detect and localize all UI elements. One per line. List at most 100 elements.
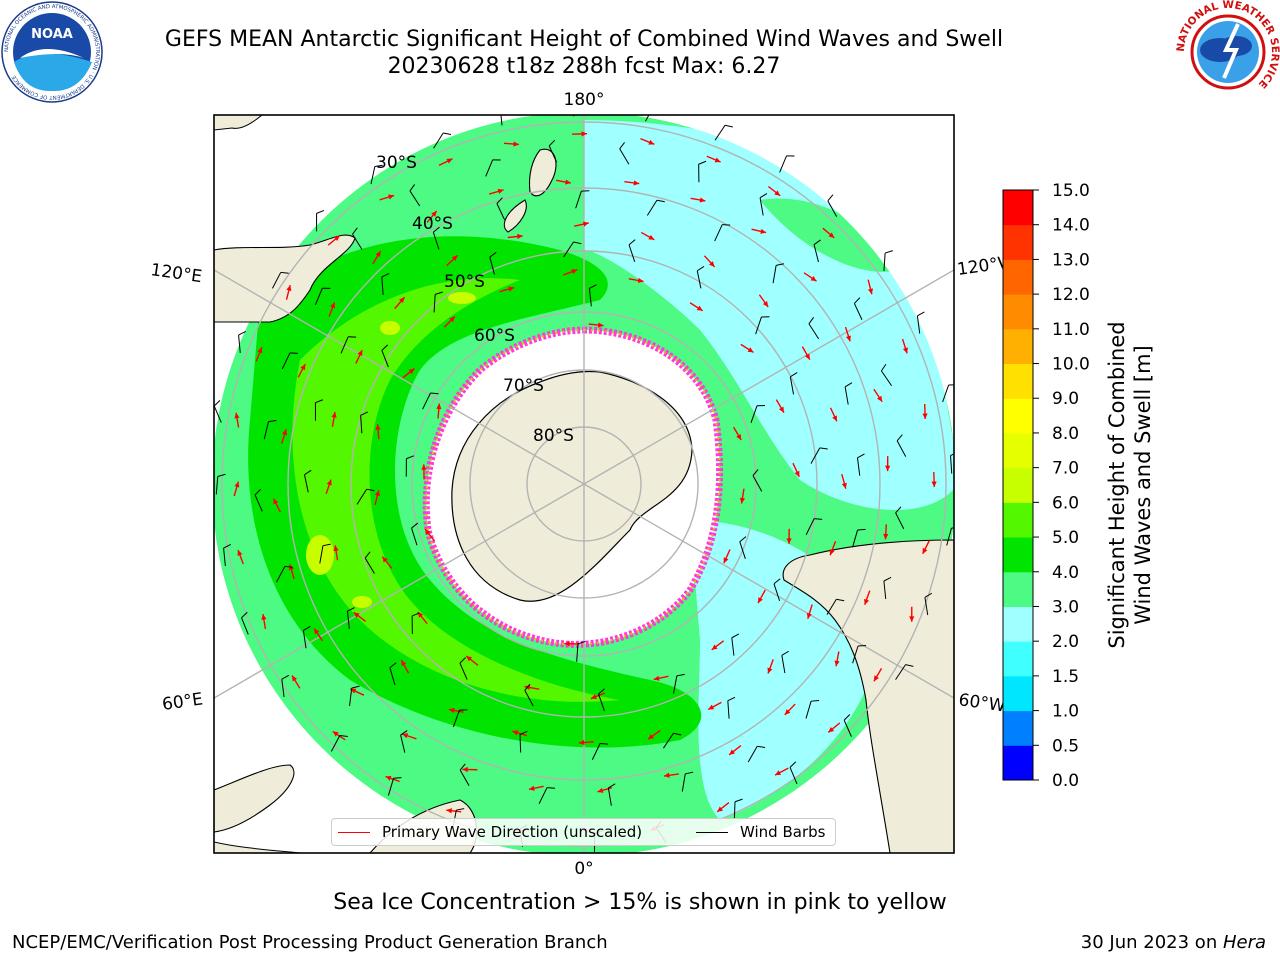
lon-label-0: 0° bbox=[574, 859, 593, 879]
wave-direction-arrowhead bbox=[708, 261, 715, 267]
wave-direction-arrowhead bbox=[314, 628, 320, 635]
wind-barb-feather bbox=[811, 700, 820, 702]
wave-direction-arrowhead bbox=[300, 364, 306, 371]
wave-direction-arrowhead bbox=[648, 139, 655, 145]
wind-barb-feather bbox=[241, 611, 248, 619]
wave-direction-arrowhead bbox=[448, 707, 455, 713]
wave-direction-arrowhead bbox=[237, 549, 243, 556]
wind-barb-shaft bbox=[281, 679, 285, 698]
wave-direction-arrowhead bbox=[648, 734, 654, 740]
wind-barb-shaft bbox=[433, 132, 444, 149]
wind-barb-feather bbox=[304, 469, 312, 476]
wave-direction-arrowhead bbox=[834, 660, 840, 667]
colorbar-tick-label: 13.0 bbox=[1052, 250, 1090, 270]
wave-direction-arrowhead bbox=[806, 612, 812, 619]
wind-barb-shaft bbox=[752, 475, 763, 492]
wind-barb-feather bbox=[619, 142, 625, 150]
wind-barb-shaft bbox=[340, 336, 349, 354]
wave-direction-arrowhead bbox=[375, 424, 381, 430]
wind-barb-feather bbox=[459, 657, 466, 664]
wind-barb-shaft bbox=[714, 224, 723, 242]
map-frame bbox=[213, 114, 955, 854]
wave-direction-arrowhead bbox=[513, 141, 519, 147]
colorbar-band bbox=[1003, 745, 1033, 781]
wind-barb-shaft bbox=[576, 643, 579, 662]
wind-barb-feather bbox=[254, 488, 262, 496]
wind-barb-shaft bbox=[727, 700, 730, 719]
wave-direction-arrowhead bbox=[653, 675, 660, 681]
wind-barb-feather bbox=[752, 469, 759, 476]
wave-direction-arrowhead bbox=[331, 411, 337, 418]
wave-direction-arrowhead bbox=[723, 557, 729, 564]
wave-direction-arrowhead bbox=[760, 228, 767, 234]
wind-barb-shaft bbox=[645, 115, 650, 122]
wave-direction-arrowhead bbox=[385, 775, 392, 781]
wind-barb-feather bbox=[548, 139, 556, 147]
lon-label-60e: 60°E bbox=[161, 689, 204, 714]
wave-direction-arrowhead bbox=[333, 235, 340, 242]
wind-barb-feather bbox=[524, 683, 531, 691]
wind-barb-shaft bbox=[241, 617, 249, 635]
wind-barb-shaft bbox=[223, 548, 226, 567]
wave-direction-arrowhead bbox=[581, 131, 587, 137]
wind-barb-feather bbox=[381, 344, 389, 351]
wave-direction-arrowhead bbox=[633, 180, 640, 186]
wind-barb-shaft bbox=[598, 693, 605, 712]
wind-barb-feather bbox=[905, 664, 914, 667]
wind-barb-shaft bbox=[789, 376, 795, 395]
lat-label-80s: 80°S bbox=[533, 426, 574, 446]
wind-barb-feather bbox=[857, 528, 866, 531]
wind-barb-feather bbox=[857, 453, 865, 459]
wave-direction-arrowhead bbox=[257, 347, 263, 354]
wave-direction-arrowhead bbox=[762, 301, 769, 307]
colorbar-band bbox=[1003, 224, 1033, 260]
colorbar-tick-label: 7.0 bbox=[1052, 459, 1079, 479]
credit-host: Hera bbox=[1222, 932, 1266, 953]
wind-barb-shaft bbox=[942, 384, 950, 403]
wave-direction-arrowhead bbox=[333, 545, 339, 552]
colorbar-tick-label: 9.0 bbox=[1052, 389, 1079, 409]
wind-barb-feather bbox=[217, 473, 226, 477]
wind-barb-shaft bbox=[370, 166, 376, 185]
wind-barb-feather bbox=[389, 662, 397, 668]
wind-barb-feather bbox=[950, 453, 954, 457]
wave-direction-arrowhead bbox=[877, 395, 883, 402]
wind-barb-shaft bbox=[588, 288, 592, 307]
colorbar-tick-label: 1.5 bbox=[1052, 667, 1079, 687]
wind-barb-shaft bbox=[548, 145, 558, 163]
wind-barb-shaft bbox=[432, 232, 440, 250]
wind-barb-feather bbox=[339, 735, 348, 737]
wind-barb-feather bbox=[673, 732, 682, 736]
wind-barb-feather bbox=[759, 193, 768, 199]
wind-barb-feather bbox=[289, 352, 299, 354]
wind-barb-shaft bbox=[853, 303, 863, 320]
wind-barb-feather bbox=[322, 543, 331, 547]
wind-barb-feather bbox=[731, 633, 740, 639]
wave-direction-arrowhead bbox=[273, 498, 279, 505]
wind-barb-feather bbox=[858, 645, 867, 647]
wind-barb-feather bbox=[814, 518, 823, 520]
wind-barb-shaft bbox=[896, 440, 907, 457]
wind-barb-shaft bbox=[826, 599, 837, 615]
wave-direction-arrowhead bbox=[767, 667, 773, 674]
wind-barb-feather bbox=[366, 488, 375, 492]
wind-barb-feather bbox=[628, 239, 636, 246]
wind-barb-feather bbox=[813, 239, 821, 245]
wave-direction-arrowhead bbox=[401, 660, 407, 667]
wind-barb-feather bbox=[347, 607, 355, 612]
wind-barb-shaft bbox=[304, 474, 309, 493]
colorbar-band bbox=[1003, 190, 1033, 226]
wave-direction-arrowhead bbox=[736, 434, 742, 441]
wind-barb-feather bbox=[238, 330, 246, 336]
wave-direction-arrowhead bbox=[775, 770, 782, 776]
wave-direction-arrowhead bbox=[747, 347, 754, 353]
wave-direction-arrowhead bbox=[885, 465, 891, 472]
wave-direction-arrowhead bbox=[234, 412, 240, 419]
wind-barb-shaft bbox=[662, 732, 674, 749]
wave-direction-arrowhead bbox=[375, 251, 381, 258]
wind-barb-shaft bbox=[619, 148, 630, 165]
wind-barb-feather bbox=[773, 578, 781, 585]
wind-barb-feather bbox=[351, 685, 360, 689]
wind-barb-shaft bbox=[628, 244, 636, 262]
wind-barb-feather bbox=[281, 674, 290, 680]
